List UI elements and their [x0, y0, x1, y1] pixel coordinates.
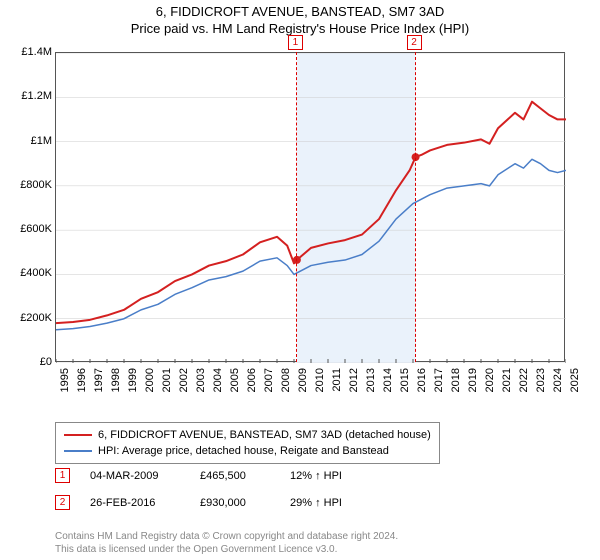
chart-title-line1: 6, FIDDICROFT AVENUE, BANSTEAD, SM7 3AD [0, 4, 600, 19]
sale-marker-1: 1 [55, 468, 70, 483]
chart-svg [56, 53, 566, 363]
xtick-label: 2000 [144, 368, 156, 392]
sale-marker-box: 2 [407, 35, 422, 50]
xtick-label: 1997 [93, 368, 105, 392]
ytick-label: £1M [7, 135, 52, 147]
sale-price-1: £465,500 [200, 470, 290, 482]
xtick-label: 2011 [331, 368, 343, 392]
xtick-label: 1995 [59, 368, 71, 392]
xtick-label: 2016 [416, 368, 428, 392]
footer-line2: This data is licensed under the Open Gov… [55, 544, 398, 557]
xtick-label: 2025 [569, 368, 581, 392]
sale-marker-box: 1 [288, 35, 303, 50]
xtick-label: 2007 [263, 368, 275, 392]
xtick-label: 2024 [552, 368, 564, 392]
plot-area [55, 52, 565, 362]
footer-attribution: Contains HM Land Registry data © Crown c… [55, 531, 398, 556]
xtick-label: 2006 [246, 368, 258, 392]
xtick-label: 1998 [110, 368, 122, 392]
xtick-label: 2014 [382, 368, 394, 392]
xtick-label: 2017 [433, 368, 445, 392]
sale-row-1: 1 04-MAR-2009 £465,500 12% ↑ HPI [55, 468, 370, 483]
xtick-label: 2001 [161, 368, 173, 392]
footer-line1: Contains HM Land Registry data © Crown c… [55, 531, 398, 544]
ytick-label: £200K [7, 312, 52, 324]
xtick-label: 2023 [535, 368, 547, 392]
sale-pct-1: 12% ↑ HPI [290, 470, 370, 482]
legend-label-address: 6, FIDDICROFT AVENUE, BANSTEAD, SM7 3AD … [98, 429, 431, 441]
ytick-label: £400K [7, 267, 52, 279]
legend-item-address: 6, FIDDICROFT AVENUE, BANSTEAD, SM7 3AD … [64, 427, 431, 443]
xtick-label: 2010 [314, 368, 326, 392]
chart-title-line2: Price paid vs. HM Land Registry's House … [0, 21, 600, 36]
xtick-label: 2018 [450, 368, 462, 392]
xtick-label: 2003 [195, 368, 207, 392]
ytick-label: £0 [7, 356, 52, 368]
xtick-label: 2022 [518, 368, 530, 392]
sale-marker-line [415, 52, 416, 362]
sale-date-1: 04-MAR-2009 [90, 470, 200, 482]
ytick-label: £800K [7, 179, 52, 191]
ytick-label: £1.4M [7, 46, 52, 58]
xtick-label: 2005 [229, 368, 241, 392]
legend-box: 6, FIDDICROFT AVENUE, BANSTEAD, SM7 3AD … [55, 422, 440, 464]
xtick-label: 2021 [501, 368, 513, 392]
sale-row-2: 2 26-FEB-2016 £930,000 29% ↑ HPI [55, 495, 370, 510]
sale-price-2: £930,000 [200, 497, 290, 509]
xtick-label: 1996 [76, 368, 88, 392]
xtick-label: 2019 [467, 368, 479, 392]
xtick-label: 2004 [212, 368, 224, 392]
legend-swatch-address [64, 434, 92, 436]
xtick-label: 2012 [348, 368, 360, 392]
sale-pct-2: 29% ↑ HPI [290, 497, 370, 509]
sale-marker-line [296, 52, 297, 362]
chart-area: £0 £200K £400K £600K £800K £1M £1.2M £1.4M 1995… [0, 42, 600, 422]
xtick-label: 2013 [365, 368, 377, 392]
ytick-label: £1.2M [7, 90, 52, 102]
xtick-label: 2015 [399, 368, 411, 392]
ytick-label: £600K [7, 223, 52, 235]
legend-label-hpi: HPI: Average price, detached house, Reig… [98, 445, 389, 457]
xtick-label: 2008 [280, 368, 292, 392]
xtick-label: 1999 [127, 368, 139, 392]
xtick-label: 2002 [178, 368, 190, 392]
sale-marker-2: 2 [55, 495, 70, 510]
legend-swatch-hpi [64, 450, 92, 452]
xtick-label: 2020 [484, 368, 496, 392]
sale-date-2: 26-FEB-2016 [90, 497, 200, 509]
legend-item-hpi: HPI: Average price, detached house, Reig… [64, 443, 431, 459]
xtick-label: 2009 [297, 368, 309, 392]
